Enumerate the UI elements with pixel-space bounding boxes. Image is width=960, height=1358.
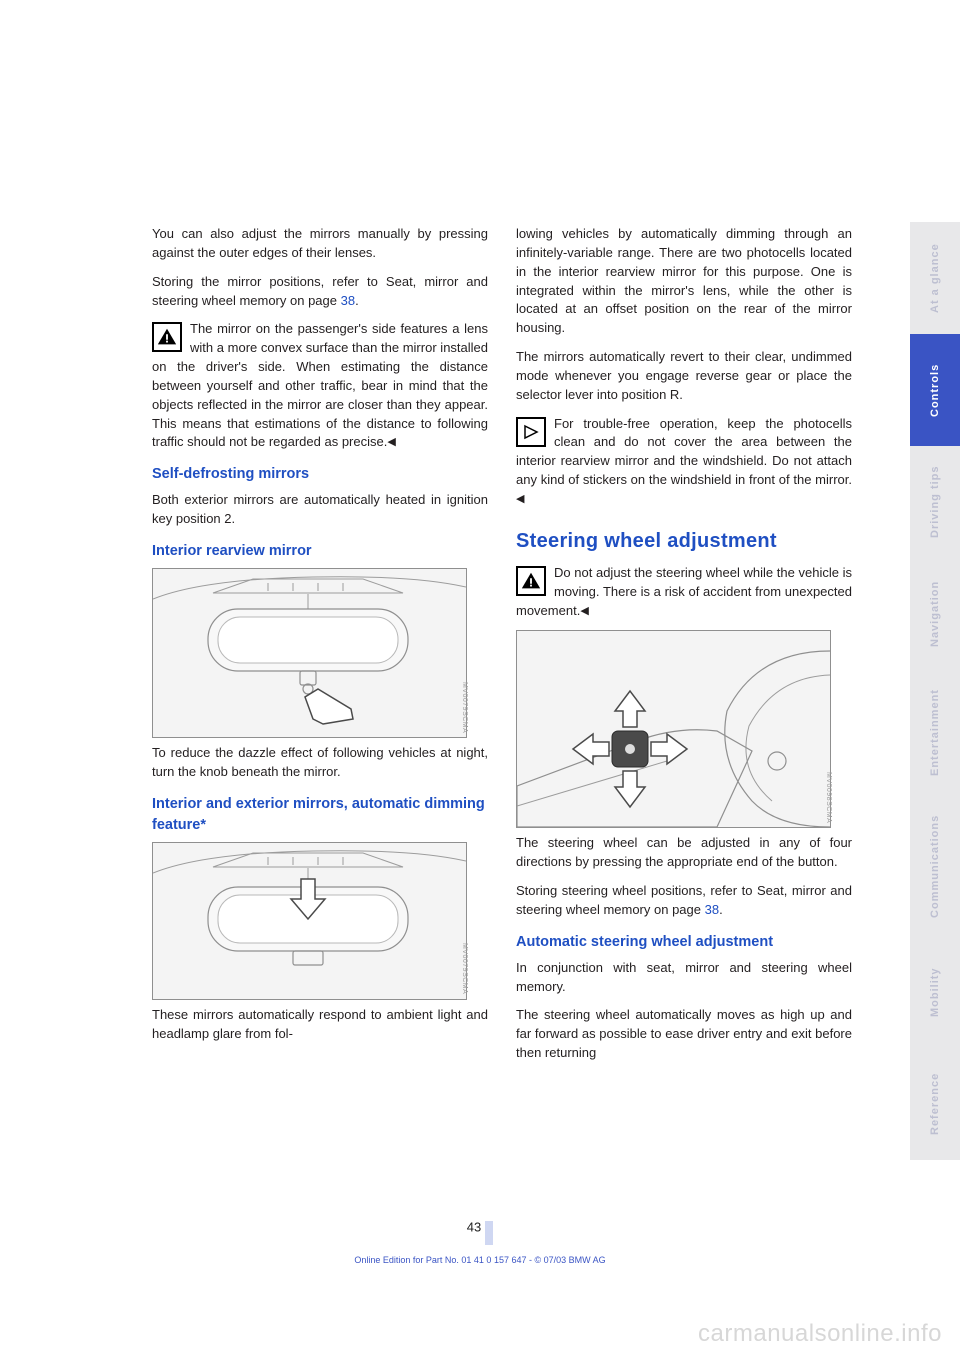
info-note: For trouble-free operation, keep the pho…: [516, 415, 852, 509]
page-content: You can also adjust the mirrors manually…: [152, 225, 852, 1073]
paragraph: The mirrors automatically revert to thei…: [516, 348, 852, 405]
paragraph: The steering wheel automatically moves a…: [516, 1006, 852, 1063]
end-mark-icon: ◀: [580, 604, 588, 620]
warning-note: Do not adjust the steering wheel while t…: [516, 564, 852, 621]
paragraph: To reduce the dazzle effect of following…: [152, 744, 488, 782]
paragraph: The steering wheel can be adjusted in an…: [516, 834, 852, 872]
page-ref-link[interactable]: 38: [705, 902, 719, 917]
paragraph: You can also adjust the mirrors manually…: [152, 225, 488, 263]
warning-note: The mirror on the passenger's side featu…: [152, 320, 488, 452]
text: Storing steering wheel positions, refer …: [516, 883, 852, 917]
section-tab[interactable]: Driving tips: [910, 446, 960, 558]
page-number-value: 43: [467, 1219, 481, 1234]
heading-self-defrosting: Self-defrosting mirrors: [152, 464, 488, 485]
columns: You can also adjust the mirrors manually…: [152, 225, 852, 1073]
manual-page: At a glanceControlsDriving tipsNavigatio…: [0, 0, 960, 1358]
heading-auto-dimming: Interior and exterior mirrors, automatic…: [152, 794, 488, 836]
end-mark-icon: ◀: [387, 435, 395, 451]
section-tab[interactable]: Navigation: [910, 558, 960, 670]
online-edition-note: Online Edition for Part No. 01 41 0 157 …: [0, 1255, 960, 1265]
watermark: carmanualsonline.info: [698, 1320, 942, 1348]
paragraph: Both exterior mirrors are automatically …: [152, 491, 488, 529]
paragraph: Storing the mirror positions, refer to S…: [152, 273, 488, 311]
column-right: lowing vehicles by automatically dimming…: [516, 225, 852, 1073]
end-mark-icon: ◀: [516, 492, 524, 508]
text: .: [355, 293, 359, 308]
section-tabs: At a glanceControlsDriving tipsNavigatio…: [910, 222, 960, 1160]
page-number: 43: [0, 1216, 960, 1240]
section-tab[interactable]: Reference: [910, 1048, 960, 1160]
section-tab[interactable]: Entertainment: [910, 670, 960, 796]
heading-auto-steering: Automatic steering wheel adjustment: [516, 932, 852, 953]
figure-steering-adjustment: MV0098SCMA: [516, 630, 831, 828]
section-tab[interactable]: Communications: [910, 796, 960, 936]
paragraph: Storing steering wheel positions, refer …: [516, 882, 852, 920]
text: .: [719, 902, 723, 917]
paragraph: In conjunction with seat, mirror and ste…: [516, 959, 852, 997]
warning-icon: [152, 322, 182, 352]
paragraph: These mirrors automatically respond to a…: [152, 1006, 488, 1044]
section-tab[interactable]: Controls: [910, 334, 960, 446]
column-left: You can also adjust the mirrors manually…: [152, 225, 488, 1073]
section-tab[interactable]: At a glance: [910, 222, 960, 334]
page-ref-link[interactable]: 38: [341, 293, 355, 308]
page-number-marker: [485, 1221, 493, 1245]
warning-text: The mirror on the passenger's side featu…: [152, 321, 488, 449]
figure-svg: [153, 843, 466, 999]
figure-svg: [153, 569, 466, 737]
heading-interior-mirror: Interior rearview mirror: [152, 541, 488, 562]
figure-credit: MV0079SCMA: [459, 682, 469, 733]
figure-credit: MV0079SCMA: [459, 943, 469, 994]
heading-steering-adjustment: Steering wheel adjustment: [516, 527, 852, 556]
info-text: For trouble-free operation, keep the pho…: [516, 416, 852, 488]
figure-interior-mirror: MV0079SCMA: [152, 568, 467, 738]
figure-auto-dimming: MV0079SCMA: [152, 842, 467, 1000]
text: Storing the mirror positions, refer to S…: [152, 274, 488, 308]
info-icon: [516, 417, 546, 447]
figure-credit: MV0098SCMA: [823, 772, 833, 823]
section-tab[interactable]: Mobility: [910, 936, 960, 1048]
figure-svg: [517, 631, 830, 827]
paragraph: lowing vehicles by automatically dimming…: [516, 225, 852, 338]
warning-icon: [516, 566, 546, 596]
warning-text: Do not adjust the steering wheel while t…: [516, 565, 852, 618]
